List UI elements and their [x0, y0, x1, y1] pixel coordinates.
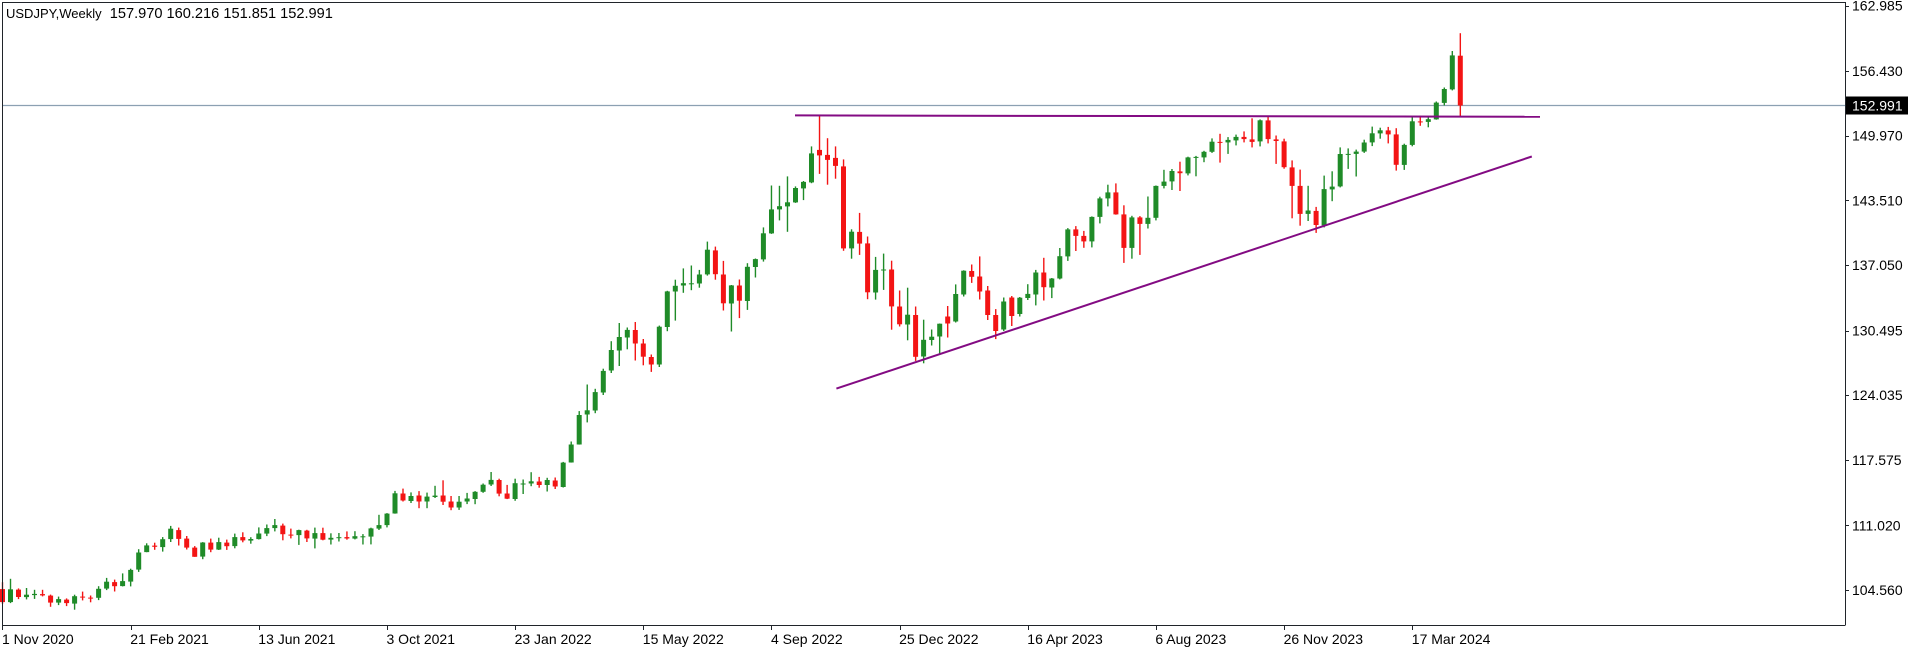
- svg-text:4 Sep 2022: 4 Sep 2022: [771, 631, 843, 647]
- svg-text:130.495: 130.495: [1852, 323, 1903, 339]
- svg-text:6 Aug 2023: 6 Aug 2023: [1155, 631, 1226, 647]
- svg-text:117.575: 117.575: [1852, 452, 1902, 468]
- svg-text:25 Dec 2022: 25 Dec 2022: [899, 631, 979, 647]
- svg-text:13 Jun 2021: 13 Jun 2021: [258, 631, 335, 647]
- svg-text:104.560: 104.560: [1852, 582, 1903, 598]
- svg-text:26 Nov 2023: 26 Nov 2023: [1284, 631, 1364, 647]
- svg-text:17 Mar 2024: 17 Mar 2024: [1412, 631, 1491, 647]
- svg-text:156.430: 156.430: [1852, 63, 1903, 79]
- svg-text:143.510: 143.510: [1852, 192, 1903, 208]
- svg-text:137.050: 137.050: [1852, 257, 1903, 273]
- svg-text:152.991: 152.991: [1852, 98, 1903, 114]
- svg-text:149.970: 149.970: [1852, 128, 1903, 144]
- svg-text:3 Oct 2021: 3 Oct 2021: [387, 631, 456, 647]
- svg-text:162.985: 162.985: [1852, 0, 1903, 14]
- svg-text:16 Apr 2023: 16 Apr 2023: [1027, 631, 1103, 647]
- svg-text:USDJPY,Weekly 157.970 160.216: USDJPY,Weekly 157.970 160.216 151.851 15…: [6, 6, 333, 22]
- svg-text:21 Feb 2021: 21 Feb 2021: [130, 631, 209, 647]
- svg-text:1 Nov 2020: 1 Nov 2020: [2, 631, 74, 647]
- svg-text:23 Jan 2022: 23 Jan 2022: [515, 631, 592, 647]
- svg-text:15 May 2022: 15 May 2022: [643, 631, 724, 647]
- svg-text:124.035: 124.035: [1852, 387, 1903, 403]
- svg-text:111.020: 111.020: [1852, 517, 1901, 533]
